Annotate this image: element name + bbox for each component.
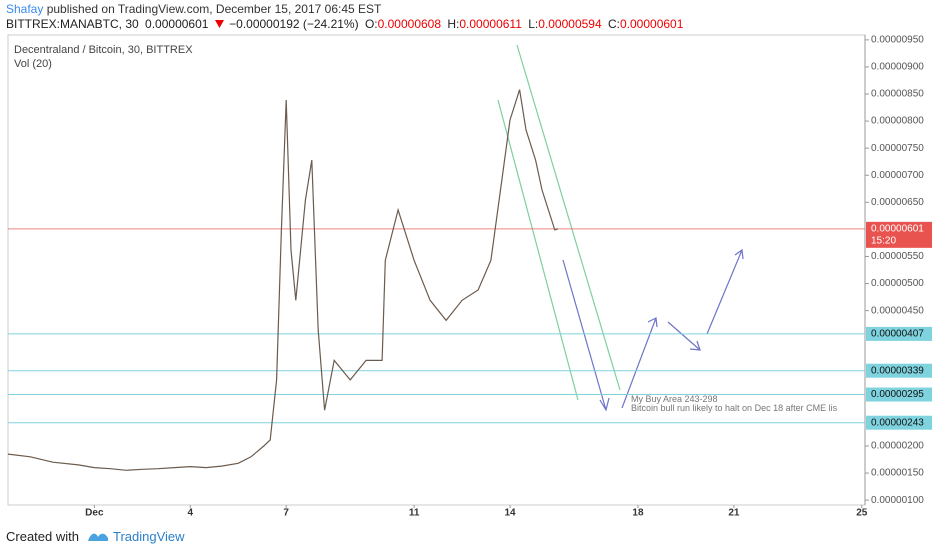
annotation: Bitcoin bull run likely to halt on Dec 1… — [631, 403, 838, 413]
x-tick-label: 21 — [728, 508, 740, 519]
created-with: Created with — [6, 528, 79, 544]
trend-line — [497, 99, 579, 401]
published: published on TradingView.com, December 1… — [46, 2, 382, 16]
indicator-label: Vol (20) — [14, 58, 52, 70]
close: 0.00000601 — [619, 17, 684, 31]
ohlc-line: BITTREX:MANABTC, 30 0.00000601 −0.000001… — [6, 17, 686, 31]
countdown: 15:20 — [871, 235, 896, 246]
low-label: L: — [528, 17, 539, 31]
symbol: BITTREX:MANABTC, 30 — [6, 17, 139, 31]
y-tick-label: 0.00000850 — [871, 89, 924, 100]
level-tag — [866, 387, 932, 402]
high-label: H: — [447, 17, 460, 31]
open-label: O: — [364, 17, 378, 31]
level-tag — [866, 415, 932, 430]
arrow — [621, 317, 658, 409]
y-tick-label: 0.00000750 — [871, 143, 924, 154]
y-tick-label: 0.00000100 — [871, 495, 924, 506]
chart: Decentraland / Bitcoin, 30, BITTREX Vol … — [7, 34, 932, 519]
last-price-tag — [866, 221, 932, 248]
x-tick-label: 25 — [856, 508, 868, 519]
drawings — [497, 44, 744, 412]
y-tick-label: 0.00000150 — [871, 468, 924, 479]
low: 0.00000594 — [538, 17, 602, 31]
arrow — [706, 248, 744, 335]
level-tag — [866, 326, 932, 341]
x-tick-label: Dec — [85, 508, 104, 519]
annotation: My Buy Area 243-298 — [631, 394, 718, 404]
x-tick-label: 4 — [187, 508, 193, 519]
logo — [87, 533, 108, 541]
y-tick-label: 0.00000450 — [871, 305, 924, 316]
author[interactable]: Shafay — [6, 2, 44, 16]
price-line — [7, 89, 559, 471]
x-tick-label: 14 — [504, 508, 516, 519]
level-label: 0.00000407 — [871, 329, 924, 340]
x-tick-label: 7 — [283, 508, 289, 519]
down-arrow — [214, 20, 224, 28]
open: 0.00000608 — [377, 17, 442, 31]
y-tick-label: 0.00000900 — [871, 62, 924, 73]
y-tick-label: 0.00000700 — [871, 170, 924, 181]
footer: Created with TradingView — [0, 522, 932, 550]
close-label: C: — [607, 17, 620, 31]
high: 0.00000611 — [459, 17, 522, 31]
brand[interactable]: TradingView — [112, 528, 185, 544]
change: −0.00000192 (−24.21%) — [229, 17, 359, 31]
y-tick-label: 0.00000950 — [871, 35, 924, 46]
y-tick-label: 0.00000800 — [871, 116, 924, 127]
y-tick-label: 0.00000500 — [871, 278, 924, 289]
level-label: 0.00000295 — [871, 389, 924, 400]
y-tick-label: 0.00000650 — [871, 197, 924, 208]
last-price-label: 0.00000601 — [871, 223, 924, 234]
trend-line — [516, 44, 621, 391]
arrow — [667, 321, 701, 351]
arrow — [562, 259, 610, 412]
level-label: 0.00000243 — [871, 417, 924, 428]
x-tick-label: 18 — [632, 508, 644, 519]
publish-line: Shafay published on TradingView.com, Dec… — [6, 2, 381, 16]
y-tick-label: 0.00000550 — [871, 251, 924, 262]
y-tick-label: 0.00000200 — [871, 441, 924, 452]
level-label: 0.00000339 — [871, 365, 924, 376]
plot-frame — [7, 34, 866, 506]
last: 0.00000601 — [145, 17, 209, 31]
chart-title: Decentraland / Bitcoin, 30, BITTREX — [14, 44, 193, 56]
x-tick-label: 11 — [409, 508, 420, 519]
level-tag — [866, 363, 932, 378]
